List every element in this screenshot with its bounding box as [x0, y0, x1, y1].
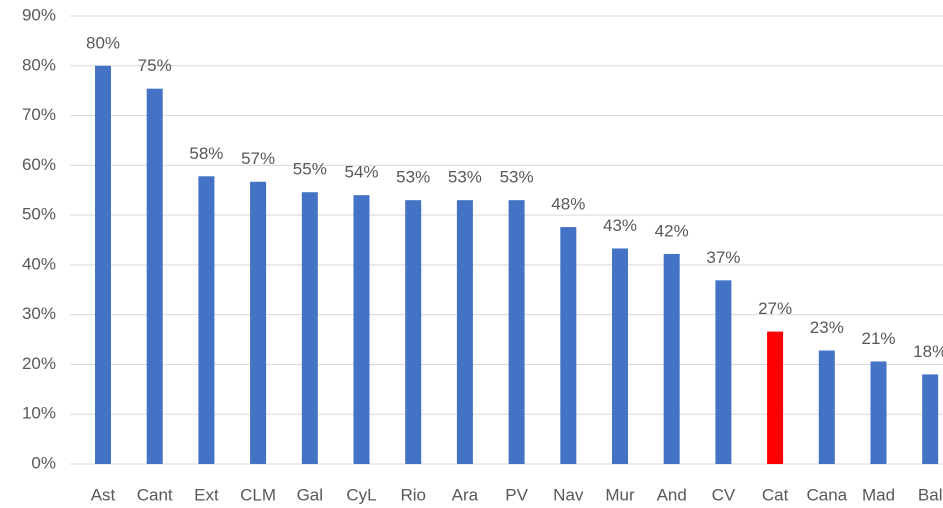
bar	[922, 374, 939, 464]
x-tick-label: And	[657, 485, 687, 504]
data-label: 75%	[138, 56, 172, 75]
y-tick-label: 80%	[22, 55, 56, 74]
y-tick-label: 90%	[22, 5, 56, 24]
x-tick-label: Nav	[553, 485, 584, 504]
data-label: 53%	[396, 168, 430, 187]
y-tick-label: 30%	[22, 304, 56, 323]
bar	[250, 181, 267, 464]
bar	[612, 248, 628, 464]
x-tick-label: CV	[712, 485, 736, 504]
data-label: 18%	[913, 342, 943, 361]
x-tick-label: Cana	[806, 485, 847, 504]
bar	[767, 331, 784, 464]
bar	[870, 361, 887, 464]
data-label: 21%	[861, 329, 895, 348]
bar	[95, 65, 111, 465]
data-label: 80%	[86, 33, 120, 52]
bar	[560, 227, 577, 464]
bar	[198, 176, 215, 465]
y-tick-label: 50%	[22, 205, 56, 224]
y-tick-label: 40%	[22, 254, 56, 273]
data-label: 37%	[706, 248, 740, 267]
y-tick-label: 70%	[22, 105, 56, 124]
x-tick-label: CyL	[346, 485, 376, 504]
y-tick-label: 10%	[22, 404, 56, 423]
x-tick-label: Rio	[400, 485, 426, 504]
x-tick-label: PV	[505, 485, 528, 504]
data-label: 23%	[810, 318, 844, 337]
data-label: 53%	[500, 168, 534, 187]
bar	[456, 200, 473, 464]
data-label: 42%	[655, 221, 689, 240]
data-label: 48%	[551, 195, 585, 214]
bar	[301, 192, 318, 465]
x-tick-label: CLM	[240, 485, 276, 504]
bar	[508, 200, 525, 464]
data-label: 43%	[603, 216, 637, 235]
data-label: 57%	[241, 149, 275, 168]
x-tick-label: Gal	[297, 485, 323, 504]
data-label: 58%	[189, 144, 223, 163]
data-label: 53%	[448, 168, 482, 187]
data-label: 27%	[758, 299, 792, 318]
x-tick-label: Cant	[137, 485, 173, 504]
bar	[353, 195, 370, 464]
x-tick-label: Bal	[918, 485, 943, 504]
y-tick-label: 20%	[22, 354, 56, 373]
data-label: 55%	[293, 160, 327, 179]
x-tick-label: Mur	[605, 485, 635, 504]
x-tick-label: Mad	[862, 485, 895, 504]
bar	[715, 280, 732, 464]
x-tick-label: Ext	[194, 485, 219, 504]
bar	[146, 88, 163, 465]
x-tick-label: Ara	[452, 485, 479, 504]
data-label: 54%	[344, 163, 378, 182]
y-tick-label: 0%	[31, 453, 56, 472]
x-tick-label: Cat	[762, 485, 789, 504]
bar	[405, 200, 422, 464]
bar	[818, 350, 835, 464]
y-tick-label: 60%	[22, 155, 56, 174]
x-tick-label: Ast	[91, 485, 116, 504]
bar	[663, 253, 680, 464]
